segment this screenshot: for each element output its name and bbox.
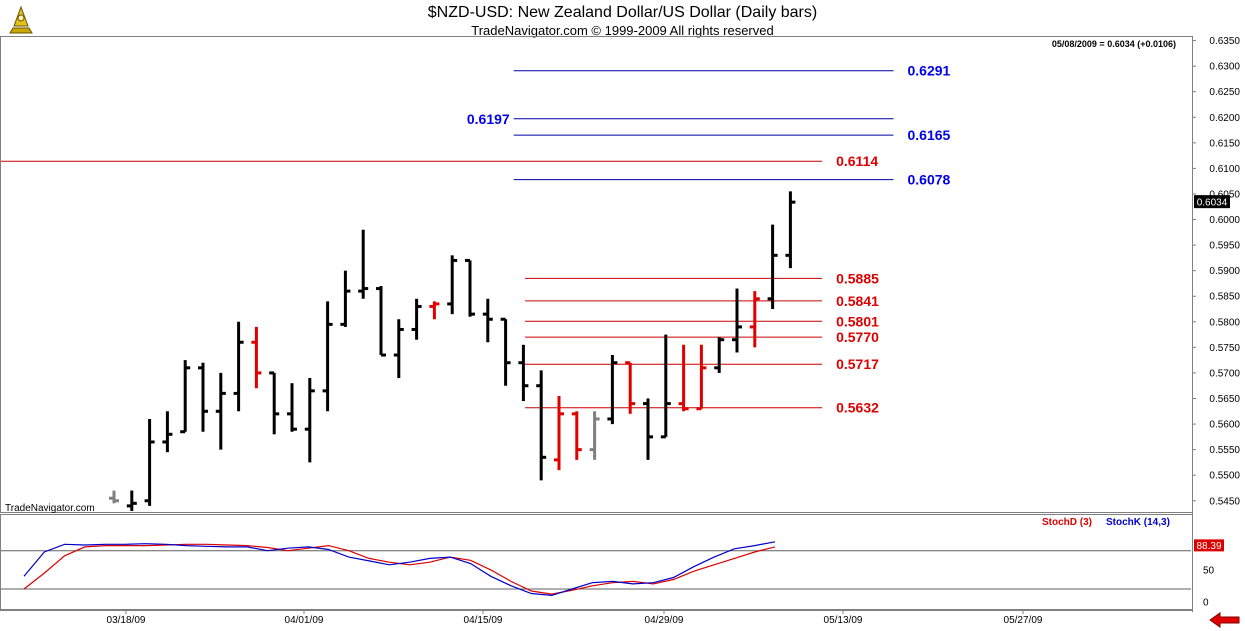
ohlc-bar[interactable] xyxy=(678,344,689,412)
ohlc-bar[interactable] xyxy=(749,291,760,348)
level-label: 0.5717 xyxy=(836,356,879,372)
x-tick-label: 03/18/09 xyxy=(107,615,146,626)
ohlc-bar[interactable] xyxy=(198,362,208,432)
level-label: 0.5801 xyxy=(836,313,879,329)
x-tick-label: 05/13/09 xyxy=(824,615,863,626)
level-label: 0.5770 xyxy=(836,329,879,345)
y-tick-label: 0.6100 xyxy=(1209,164,1240,175)
ohlc-bar[interactable] xyxy=(500,317,511,386)
osc-last-tag xyxy=(1194,539,1224,552)
osc-tick-label: 0 xyxy=(1203,597,1209,608)
x-tick-label: 04/01/09 xyxy=(285,615,324,626)
ohlc-bar[interactable] xyxy=(251,326,262,389)
ohlc-bar[interactable] xyxy=(732,288,742,353)
stochk-line xyxy=(23,541,776,597)
ohlc-bar[interactable] xyxy=(465,258,475,317)
ohlc-bar[interactable] xyxy=(322,301,333,412)
y-tick-label: 0.5750 xyxy=(1209,343,1240,354)
y-tick-label: 0.5900 xyxy=(1209,266,1240,277)
y-tick-label: 0.5950 xyxy=(1209,241,1240,252)
level-label: 0.6114 xyxy=(836,153,878,169)
ohlc-bar[interactable] xyxy=(393,319,404,379)
last-price-tag xyxy=(1194,195,1230,209)
ohlc-bar[interactable] xyxy=(180,360,191,434)
x-tick-label: 05/27/09 xyxy=(1004,615,1043,626)
ohlc-bar[interactable] xyxy=(215,372,226,450)
y-tick-label: 0.5800 xyxy=(1209,317,1240,328)
ohlc-bar[interactable] xyxy=(660,334,671,439)
osc-last-label: 88.39 xyxy=(1196,541,1221,552)
y-tick-label: 0.5500 xyxy=(1209,471,1240,482)
watermark: TradeNavigator.com xyxy=(5,503,95,514)
ohlc-bar[interactable] xyxy=(109,490,119,504)
y-tick-label: 0.5700 xyxy=(1209,368,1240,379)
ohlc-bar[interactable] xyxy=(571,411,582,460)
oscillator-panel-border xyxy=(0,514,1193,610)
x-tick-label: 04/15/09 xyxy=(464,615,503,626)
level-label: 0.5885 xyxy=(836,270,879,286)
y-tick-label: 0.6250 xyxy=(1209,87,1240,98)
ohlc-bar[interactable] xyxy=(358,229,369,299)
ohlc-bar[interactable] xyxy=(340,270,351,327)
level-label: 0.6197 xyxy=(467,111,510,127)
stochk-legend: StochK (14,3) xyxy=(1106,517,1170,528)
level-label: 0.5632 xyxy=(836,400,879,416)
y-tick-label: 0.6150 xyxy=(1209,138,1240,149)
ohlc-bar[interactable] xyxy=(269,371,280,435)
y-tick-label: 0.5600 xyxy=(1209,420,1240,431)
ohlc-bar[interactable] xyxy=(287,383,297,432)
y-tick-label: 0.6000 xyxy=(1209,215,1240,226)
sextant-logo-icon xyxy=(9,5,33,34)
level-label: 0.6165 xyxy=(908,127,951,143)
scroll-back-arrow-icon[interactable] xyxy=(1208,611,1242,629)
ohlc-bar[interactable] xyxy=(554,395,564,471)
level-label: 0.5841 xyxy=(836,293,879,309)
chart-copyright: TradeNavigator.com © 1999-2009 All right… xyxy=(471,23,774,38)
ohlc-bar[interactable] xyxy=(714,337,725,373)
ohlc-bar[interactable] xyxy=(162,411,173,453)
y-tick-label: 0.6300 xyxy=(1209,62,1240,73)
stochd-line xyxy=(23,543,776,595)
y-tick-label: 0.6200 xyxy=(1209,113,1240,124)
y-tick-label: 0.5650 xyxy=(1209,394,1240,405)
ohlc-bar[interactable] xyxy=(607,355,618,425)
y-tick-label: 0.5850 xyxy=(1209,292,1240,303)
ohlc-bar[interactable] xyxy=(589,411,600,460)
price-readout: 05/08/2009 = 0.6034 (+0.0106) xyxy=(1052,39,1176,49)
ohlc-bar[interactable] xyxy=(696,344,707,411)
ohlc-bar[interactable] xyxy=(233,321,244,412)
ohlc-bar[interactable] xyxy=(785,191,796,269)
ohlc-bar[interactable] xyxy=(482,298,493,343)
ohlc-bar[interactable] xyxy=(144,418,155,506)
ohlc-bar[interactable] xyxy=(376,286,386,357)
ohlc-bar[interactable] xyxy=(429,301,440,320)
ohlc-bar[interactable] xyxy=(447,255,458,315)
ohlc-bar[interactable] xyxy=(767,224,778,310)
x-tick-label: 04/29/09 xyxy=(645,615,684,626)
y-tick-label: 0.5450 xyxy=(1209,496,1240,507)
ohlc-bar[interactable] xyxy=(643,398,653,460)
chart-title: $NZD-USD: New Zealand Dollar/US Dollar (… xyxy=(427,4,818,21)
y-tick-label: 0.6350 xyxy=(1209,36,1240,47)
ohlc-bar[interactable] xyxy=(625,361,636,414)
stochd-legend: StochD (3) xyxy=(1042,517,1092,528)
ohlc-bar[interactable] xyxy=(304,378,315,463)
y-tick-label: 0.5550 xyxy=(1209,445,1240,456)
level-label: 0.6078 xyxy=(908,172,951,188)
ohlc-bar[interactable] xyxy=(126,490,137,511)
osc-tick-label: 50 xyxy=(1203,565,1215,576)
price-panel-border xyxy=(0,36,1193,513)
y-tick-label: 0.6050 xyxy=(1209,189,1240,200)
level-label: 0.6291 xyxy=(908,63,951,79)
last-price-label: 0.6034 xyxy=(1197,198,1228,209)
ohlc-bar[interactable] xyxy=(518,344,529,402)
ohlc-bar[interactable] xyxy=(411,298,422,340)
ohlc-bar[interactable] xyxy=(536,370,547,481)
